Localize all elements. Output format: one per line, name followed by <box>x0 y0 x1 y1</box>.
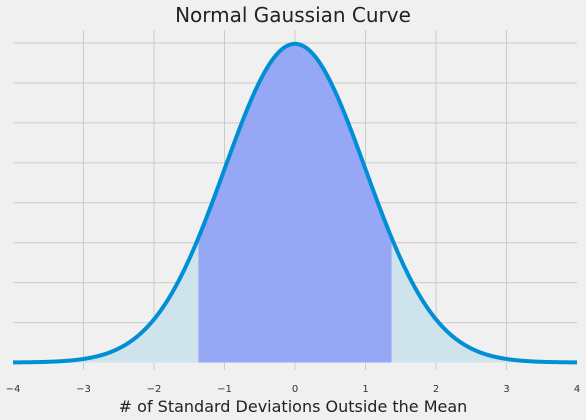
x-tick-label: 2 <box>433 384 439 395</box>
curve-layer <box>12 41 578 365</box>
x-tick-label: 0 <box>292 384 298 395</box>
gaussian-curve-line <box>12 41 578 365</box>
x-tick-labels: −4 −3 −2 −1 0 1 2 3 4 <box>6 384 581 395</box>
x-tick-label: −1 <box>217 384 232 395</box>
x-tick-label: 1 <box>362 384 368 395</box>
x-tick-label: 4 <box>574 384 580 395</box>
shaded-region-2 <box>198 43 392 363</box>
x-axis-label: # of Standard Deviations Outside the Mea… <box>119 397 468 416</box>
x-tick-label: −2 <box>147 384 162 395</box>
x-tick-label: −4 <box>6 384 21 395</box>
chart-title: Normal Gaussian Curve <box>175 3 411 27</box>
x-tick-label: 3 <box>503 384 509 395</box>
area-layer <box>13 43 577 363</box>
x-tick-label: −3 <box>76 384 91 395</box>
